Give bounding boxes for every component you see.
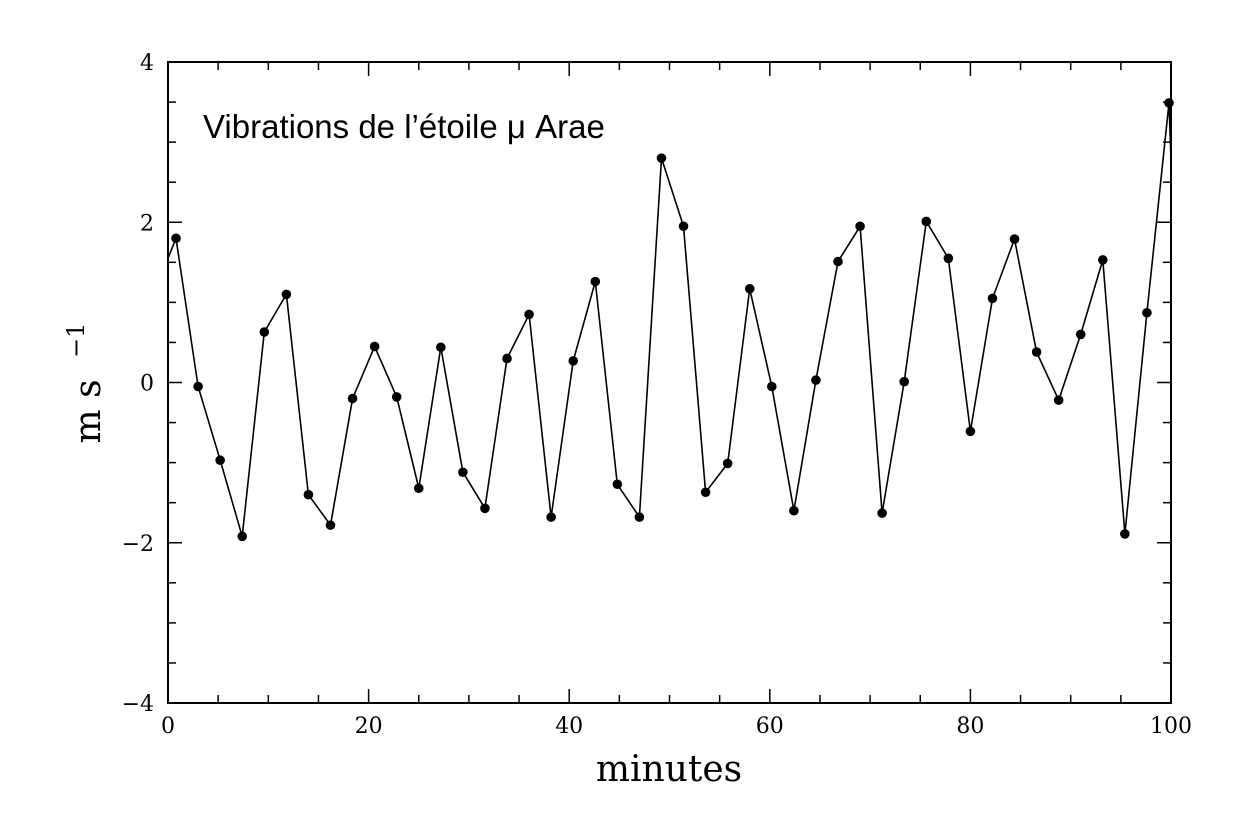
data-point [855, 221, 865, 232]
data-point [1142, 307, 1152, 318]
x-tick-label: 40 [555, 714, 583, 739]
y-tick-label: −2 [122, 532, 154, 557]
y-axis-title-unit: m s [68, 379, 109, 443]
chart-title: Vibrations de l’étoile μ Arae [203, 108, 605, 145]
data-point [303, 489, 314, 500]
data-point [480, 503, 490, 514]
data-point [590, 276, 601, 287]
data-point [1031, 347, 1042, 357]
data-point [1009, 234, 1020, 244]
x-tick-label: 60 [756, 714, 784, 739]
data-point [1053, 395, 1064, 405]
data-point [811, 375, 821, 385]
data-point [1164, 98, 1174, 108]
data-point [281, 289, 292, 300]
data-point [678, 221, 689, 232]
data-point [744, 283, 755, 294]
data-point [413, 483, 424, 494]
data-point [700, 487, 711, 498]
data-point [436, 342, 446, 353]
series-line [167, 102, 1172, 537]
data-points [171, 98, 1174, 542]
data-point [325, 520, 336, 530]
y-tick-label: 4 [140, 51, 154, 76]
data-point [171, 233, 181, 244]
data-point [568, 356, 579, 366]
plot-frame [167, 61, 1172, 704]
y-tick-label: 2 [140, 211, 154, 236]
data-point [215, 455, 225, 466]
data-point [546, 512, 556, 522]
data-point [634, 512, 645, 522]
data-point [612, 479, 623, 490]
data-point [1120, 529, 1130, 539]
data-point [943, 253, 954, 264]
data-point [237, 531, 248, 542]
axis-tick-labels: 0 20 40 60 80 100 −4 −2 0 2 4 [122, 51, 1192, 739]
data-point [524, 309, 534, 320]
y-tick-label: 0 [140, 372, 154, 397]
data-point [789, 505, 799, 516]
x-tick-label: 80 [956, 714, 984, 739]
data-point [833, 256, 843, 267]
data-point [458, 467, 468, 478]
data-point [259, 327, 270, 337]
data-point [1097, 255, 1108, 265]
x-tick-label: 100 [1150, 714, 1192, 739]
data-point [369, 341, 380, 352]
data-point [987, 293, 998, 304]
data-point [656, 153, 667, 163]
data-point [502, 353, 512, 364]
data-point [767, 381, 777, 392]
y-axis-title: m s −1 [62, 323, 109, 444]
svg-text:m s −1: m s −1 [62, 323, 109, 444]
data-point [347, 393, 358, 404]
x-tick-label: 0 [161, 714, 175, 739]
data-point [965, 426, 976, 437]
data-point [391, 392, 402, 402]
y-tick-label: −4 [122, 692, 154, 717]
data-point [1075, 329, 1086, 340]
x-tick-label: 20 [355, 714, 383, 739]
data-point [722, 458, 733, 469]
y-axis-title-exponent: −1 [62, 323, 90, 358]
data-point [877, 508, 887, 518]
axis-ticks [167, 61, 1172, 704]
data-point [921, 216, 932, 227]
data-point [193, 381, 203, 392]
x-axis-title: minutes [596, 749, 742, 790]
data-point [899, 376, 910, 387]
